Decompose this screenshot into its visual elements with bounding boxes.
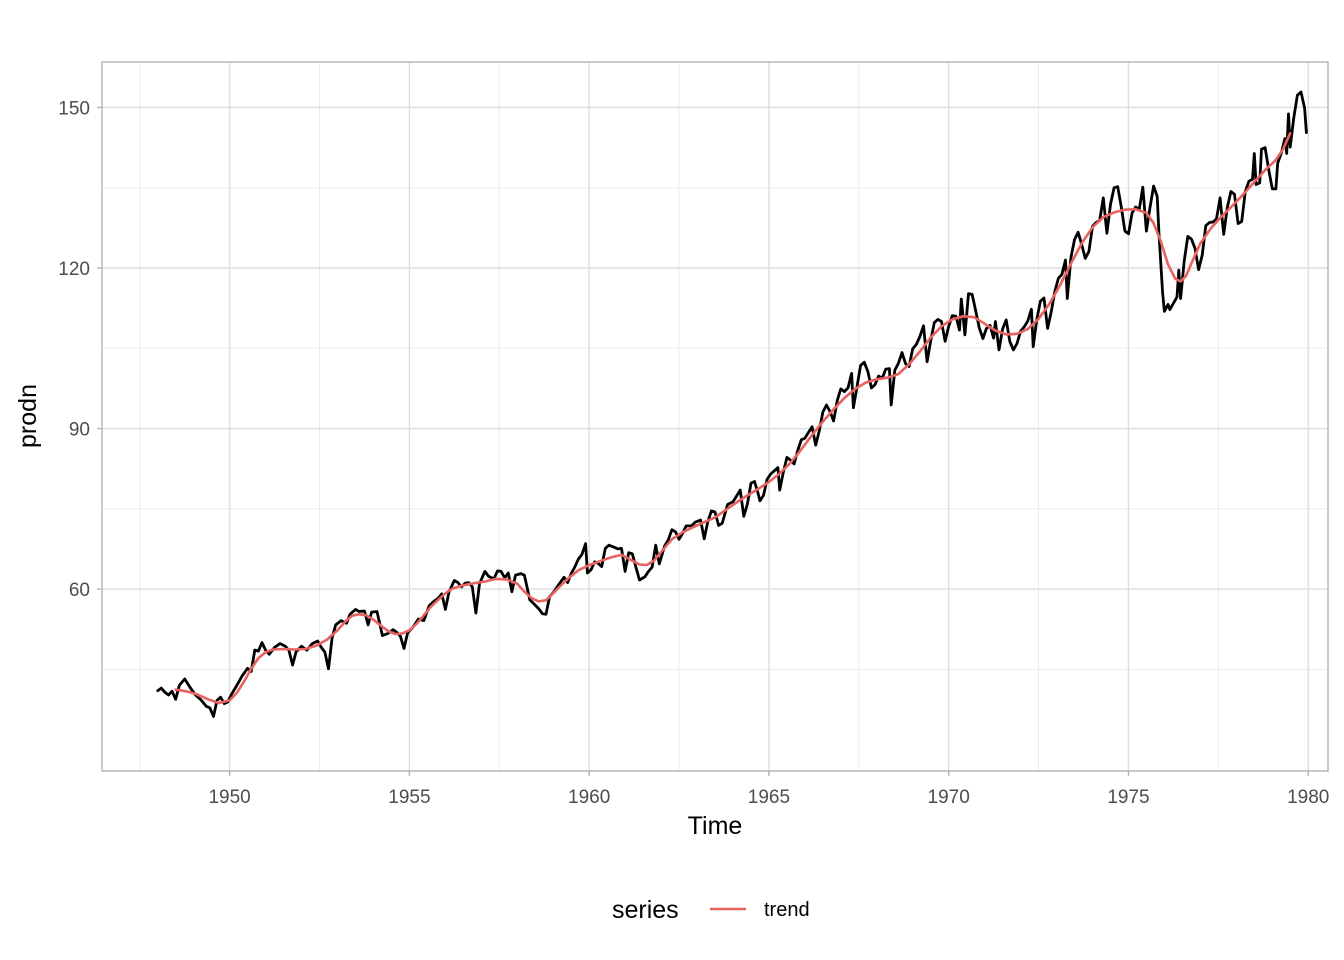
x-tick-label: 1955	[388, 787, 430, 808]
minor-gridlines	[102, 62, 1328, 771]
legend-title: series	[612, 896, 679, 924]
y-tick-label: 60	[69, 580, 90, 601]
legend-label-trend: trend	[764, 899, 810, 921]
x-tick-label: 1975	[1107, 787, 1149, 808]
legend: series trend	[612, 896, 810, 924]
y-tick-label: 90	[69, 420, 90, 441]
x-axis-ticks: 1950 1955 1960 1965 1970 1975 1980	[208, 771, 1329, 808]
x-tick-label: 1960	[568, 787, 610, 808]
plot-panel	[102, 62, 1328, 771]
x-tick-label: 1950	[208, 787, 250, 808]
y-tick-label: 150	[58, 98, 90, 119]
x-tick-label: 1965	[748, 787, 790, 808]
series-layer	[156, 90, 1308, 718]
y-tick-label: 120	[58, 259, 90, 280]
x-tick-label: 1980	[1287, 787, 1329, 808]
y-axis-title: prodn	[14, 384, 42, 448]
panel-border	[101, 61, 1329, 772]
major-gridlines	[102, 62, 1328, 771]
series-line-trend	[174, 131, 1292, 705]
y-axis-ticks: 60 90 120 150	[58, 98, 102, 601]
x-axis-title: Time	[688, 812, 743, 840]
x-tick-label: 1970	[928, 787, 970, 808]
